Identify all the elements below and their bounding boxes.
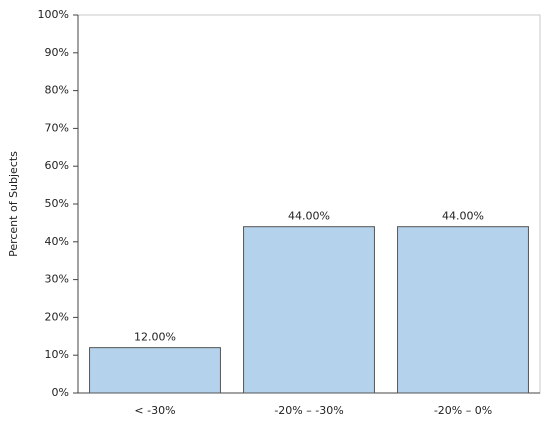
y-axis-label: Percent of Subjects [7,151,20,257]
y-tick-label: 90% [45,46,69,59]
bar [397,226,529,394]
value-label: 44.00% [442,210,484,223]
x-tick-label: -20% – -30% [274,404,343,417]
y-tick-label: 30% [45,273,69,286]
y-tick-label: 10% [45,348,69,361]
value-label: 44.00% [288,210,330,223]
y-tick-label: 40% [45,235,69,248]
bar [89,347,221,394]
x-tick-label: -20% – 0% [434,404,492,417]
y-tick-label: 70% [45,121,69,134]
value-label: 12.00% [134,331,176,344]
y-tick-label: 100% [38,8,69,21]
bar [243,226,375,394]
y-tick-label: 20% [45,310,69,323]
y-tick-label: 60% [45,159,69,172]
y-tick-label: 0% [52,386,69,399]
y-tick-label: 50% [45,197,69,210]
y-tick-label: 80% [45,84,69,97]
x-tick-label: < -30% [134,404,175,417]
